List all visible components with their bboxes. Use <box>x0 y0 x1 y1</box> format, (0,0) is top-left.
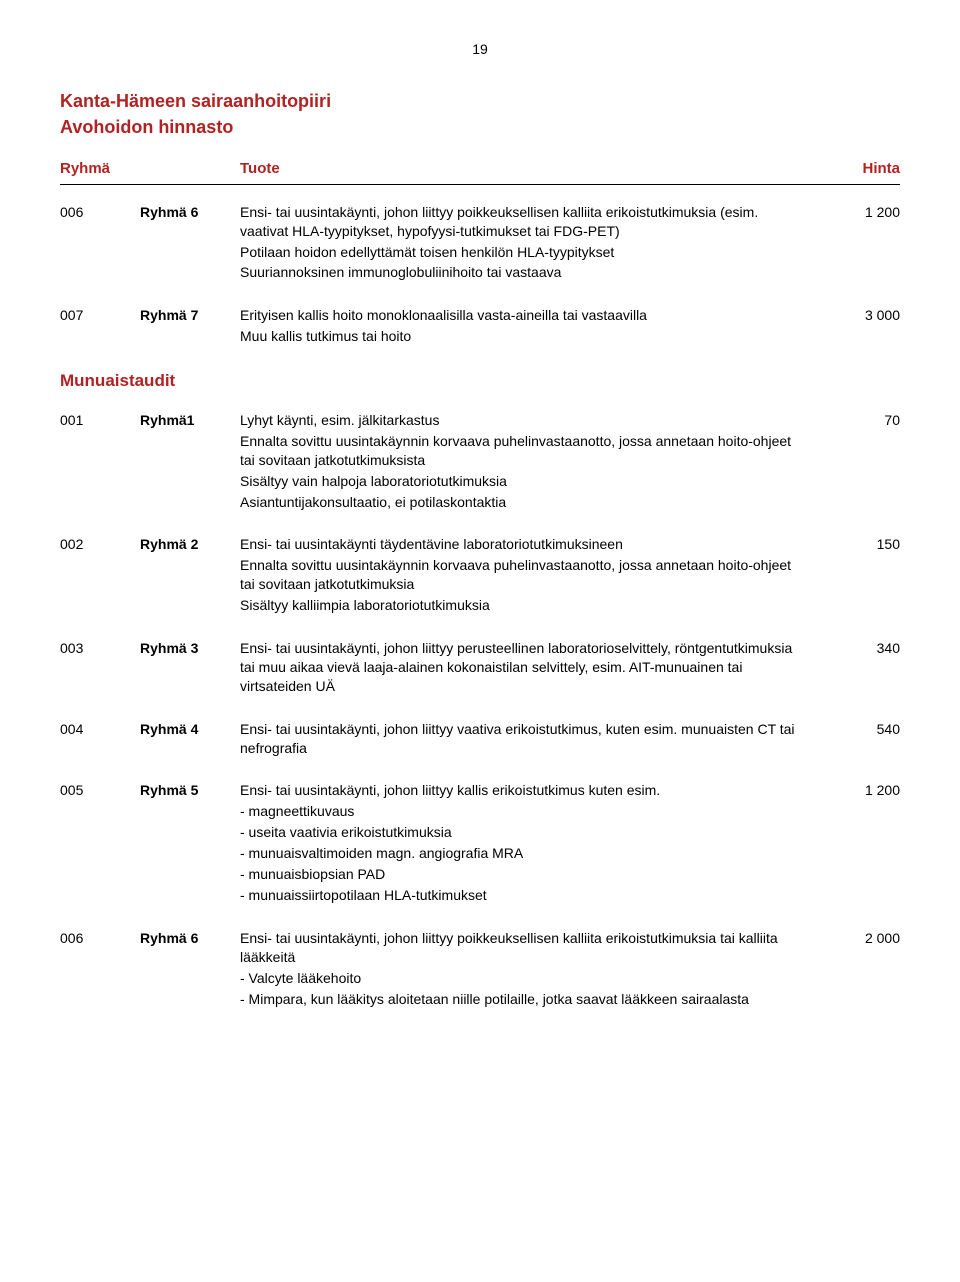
row-description-line: Suuriannoksinen immunoglobuliinihoito ta… <box>240 263 800 282</box>
row-description-line: - Valcyte lääkehoito <box>240 969 800 988</box>
row-description-line: - magneettikuvaus <box>240 802 800 821</box>
table-row: 006Ryhmä 6Ensi- tai uusintakäynti, johon… <box>60 929 900 1011</box>
table-row: 002Ryhmä 2Ensi- tai uusintakäynti täyden… <box>60 535 900 617</box>
row-code: 002 <box>60 535 140 617</box>
row-description-line: Ensi- tai uusintakäynti, johon liittyy p… <box>240 203 800 241</box>
row-price: 2 000 <box>820 929 900 1011</box>
row-description: Ensi- tai uusintakäynti täydentävine lab… <box>240 535 820 617</box>
page-number: 19 <box>60 40 900 59</box>
row-description-line: Erityisen kallis hoito monoklonaalisilla… <box>240 306 800 325</box>
row-description-line: Ensi- tai uusintakäynti, johon liittyy p… <box>240 639 800 696</box>
row-price: 540 <box>820 720 900 760</box>
row-description-line: - munuaissiirtopotilaan HLA-tutkimukset <box>240 886 800 905</box>
table-row: 005Ryhmä 5Ensi- tai uusintakäynti, johon… <box>60 781 900 906</box>
row-description: Lyhyt käynti, esim. jälkitarkastus Ennalt… <box>240 411 820 513</box>
row-description-line: Ensi- tai uusintakäynti, johon liittyy k… <box>240 781 800 800</box>
row-description-line: Lyhyt käynti, esim. jälkitarkastus <box>240 411 800 430</box>
row-price: 1 200 <box>820 203 900 285</box>
row-description-line: Ensi- tai uusintakäynti täydentävine lab… <box>240 535 800 554</box>
row-description: Ensi- tai uusintakäynti, johon liittyy p… <box>240 639 820 698</box>
row-description-line: Ennalta sovittu uusintakäynnin korvaava … <box>240 432 800 470</box>
row-label: Ryhmä 6 <box>140 203 240 285</box>
table-header-row: Ryhmä Tuote Hinta <box>60 159 900 184</box>
row-description: Erityisen kallis hoito monoklonaalisilla… <box>240 306 820 348</box>
row-price: 340 <box>820 639 900 698</box>
row-code: 005 <box>60 781 140 906</box>
rows-section-container: 001Ryhmä1Lyhyt käynti, esim. jälkitarkas… <box>60 411 900 1010</box>
section-heading-munuaistaudit: Munuaistaudit <box>60 370 900 393</box>
row-description-line: Sisältyy vain halpoja laboratoriotutkimu… <box>240 472 800 491</box>
row-code: 003 <box>60 639 140 698</box>
row-label: Ryhmä1 <box>140 411 240 513</box>
header-ryhma: Ryhmä <box>60 159 140 179</box>
row-description-line: - munuaisbiopsian PAD <box>240 865 800 884</box>
table-row: 007Ryhmä 7Erityisen kallis hoito monoklo… <box>60 306 900 348</box>
header-tuote: Tuote <box>240 159 820 179</box>
table-row: 006Ryhmä 6Ensi- tai uusintakäynti, johon… <box>60 203 900 285</box>
row-description-line: - munuaisvaltimoiden magn. angiografia M… <box>240 844 800 863</box>
doc-title-line1: Kanta-Hämeen sairaanhoitopiiri <box>60 89 900 113</box>
row-description-line: Sisältyy kalliimpia laboratoriotutkimuks… <box>240 596 800 615</box>
table-row: 004Ryhmä 4Ensi- tai uusintakäynti, johon… <box>60 720 900 760</box>
row-description-line: - Mimpara, kun lääkitys aloitetaan niill… <box>240 990 800 1009</box>
row-description: Ensi- tai uusintakäynti, johon liittyy p… <box>240 203 820 285</box>
row-code: 007 <box>60 306 140 348</box>
doc-title-line2: Avohoidon hinnasto <box>60 115 900 139</box>
row-price: 1 200 <box>820 781 900 906</box>
row-code: 006 <box>60 203 140 285</box>
row-description-line: Asiantuntijakonsultaatio, ei potilaskont… <box>240 493 800 512</box>
header-hinta: Hinta <box>820 159 900 179</box>
row-label: Ryhmä 3 <box>140 639 240 698</box>
row-label: Ryhmä 7 <box>140 306 240 348</box>
row-label: Ryhmä 2 <box>140 535 240 617</box>
row-label: Ryhmä 4 <box>140 720 240 760</box>
rows-top-container: 006Ryhmä 6Ensi- tai uusintakäynti, johon… <box>60 203 900 348</box>
row-price: 70 <box>820 411 900 513</box>
row-description-line: Ensi- tai uusintakäynti, johon liittyy p… <box>240 929 800 967</box>
row-code: 001 <box>60 411 140 513</box>
table-row: 001Ryhmä1Lyhyt käynti, esim. jälkitarkas… <box>60 411 900 513</box>
row-description: Ensi- tai uusintakäynti, johon liittyy p… <box>240 929 820 1011</box>
row-description-line: - useita vaativia erikoistutkimuksia <box>240 823 800 842</box>
table-row: 003Ryhmä 3Ensi- tai uusintakäynti, johon… <box>60 639 900 698</box>
row-label: Ryhmä 6 <box>140 929 240 1011</box>
row-price: 3 000 <box>820 306 900 348</box>
row-price: 150 <box>820 535 900 617</box>
row-code: 006 <box>60 929 140 1011</box>
header-spacer <box>140 159 240 179</box>
row-description: Ensi- tai uusintakäynti, johon liittyy v… <box>240 720 820 760</box>
row-description-line: Potilaan hoidon edellyttämät toisen henk… <box>240 243 800 262</box>
row-code: 004 <box>60 720 140 760</box>
row-description-line: Ennalta sovittu uusintakäynnin korvaava … <box>240 556 800 594</box>
row-description-line: Muu kallis tutkimus tai hoito <box>240 327 800 346</box>
row-description: Ensi- tai uusintakäynti, johon liittyy k… <box>240 781 820 906</box>
row-label: Ryhmä 5 <box>140 781 240 906</box>
row-description-line: Ensi- tai uusintakäynti, johon liittyy v… <box>240 720 800 758</box>
